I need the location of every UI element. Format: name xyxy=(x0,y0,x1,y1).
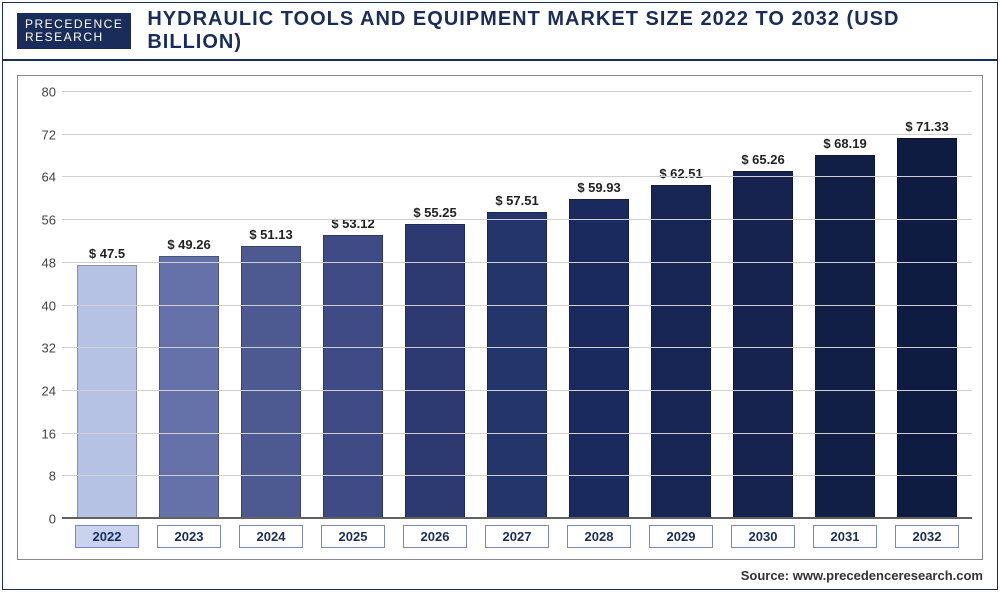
x-label: 2022 xyxy=(66,525,148,553)
bar-value-label: $ 62.51 xyxy=(659,166,702,181)
plot-frame: 0 8 16 24 32 40 48 56 64 72 80 $ 47.5 $ 49.26 $ 51.1… xyxy=(17,75,983,560)
bar-value-label: $ 49.26 xyxy=(167,237,210,252)
y-tick: 64 xyxy=(42,170,56,185)
y-tick: 72 xyxy=(42,127,56,142)
x-label-text: 2029 xyxy=(649,525,713,548)
header: PRECEDENCE RESEARCH HYDRAULIC TOOLS AND … xyxy=(3,3,997,61)
y-tick: 32 xyxy=(42,341,56,356)
x-label-text: 2027 xyxy=(485,525,549,548)
x-axis: 2022 2023 2024 2025 2026 2027 2028 2029 2030 2031… xyxy=(28,519,972,553)
y-tick: 16 xyxy=(42,426,56,441)
chart-container: PRECEDENCE RESEARCH HYDRAULIC TOOLS AND … xyxy=(2,2,998,590)
y-tick: 24 xyxy=(42,383,56,398)
bar-group: $ 47.5 $ 49.26 $ 51.13 $ 53.12 $ 55.25 $ 57.5… xyxy=(62,92,972,519)
x-label-text: 2030 xyxy=(731,525,795,548)
bar-value-label: $ 51.13 xyxy=(249,227,292,242)
x-label: 2032 xyxy=(886,525,968,553)
x-label: 2024 xyxy=(230,525,312,553)
bar-slot: $ 65.26 xyxy=(722,92,804,519)
x-label-text: 2032 xyxy=(895,525,959,548)
gridline xyxy=(62,134,972,135)
gridline xyxy=(62,433,972,434)
y-tick: 8 xyxy=(49,469,56,484)
x-label: 2026 xyxy=(394,525,476,553)
logo: PRECEDENCE RESEARCH xyxy=(17,13,131,49)
y-axis: 08162432404856647280 xyxy=(28,92,62,519)
x-label: 2028 xyxy=(558,525,640,553)
bar-value-label: $ 47.5 xyxy=(89,246,125,261)
gridline xyxy=(62,347,972,348)
x-label-text: 2024 xyxy=(239,525,303,548)
y-tick: 48 xyxy=(42,255,56,270)
bar-slot: $ 71.33 xyxy=(886,92,968,519)
bar xyxy=(651,185,710,519)
bar xyxy=(241,246,300,519)
x-label-text: 2026 xyxy=(403,525,467,548)
x-label-text: 2022 xyxy=(75,525,139,548)
bar xyxy=(487,212,546,519)
x-label: 2023 xyxy=(148,525,230,553)
x-label-text: 2028 xyxy=(567,525,631,548)
gridline xyxy=(62,91,972,92)
x-labels: 2022 2023 2024 2025 2026 2027 2028 2029 2030 2031… xyxy=(62,519,972,553)
bar xyxy=(159,256,218,519)
chart-area: 0 8 16 24 32 40 48 56 64 72 80 $ 47.5 $ 49.26 $ 51.1… xyxy=(3,61,997,564)
bar xyxy=(733,171,792,519)
bar-value-label: $ 68.19 xyxy=(823,136,866,151)
x-label-text: 2023 xyxy=(157,525,221,548)
bar-slot: $ 53.12 xyxy=(312,92,394,519)
bar xyxy=(897,138,956,519)
plot-canvas: $ 47.5 $ 49.26 $ 51.13 $ 53.12 $ 55.25 $ 57.5… xyxy=(62,92,972,519)
x-label: 2031 xyxy=(804,525,886,553)
y-tick: 80 xyxy=(42,85,56,100)
bar-value-label: $ 55.25 xyxy=(413,205,456,220)
bar-value-label: $ 65.26 xyxy=(741,152,784,167)
x-label: 2029 xyxy=(640,525,722,553)
bar xyxy=(569,199,628,519)
chart-title: HYDRAULIC TOOLS AND EQUIPMENT MARKET SIZ… xyxy=(147,8,983,54)
bar-slot: $ 47.5 xyxy=(66,92,148,519)
gridline xyxy=(62,390,972,391)
x-label: 2030 xyxy=(722,525,804,553)
gridline xyxy=(62,262,972,263)
baseline xyxy=(62,517,972,519)
y-tick: 56 xyxy=(42,213,56,228)
logo-line-2: RESEARCH xyxy=(25,31,123,44)
gridline xyxy=(62,305,972,306)
y-tick: 0 xyxy=(49,512,56,527)
bar-slot: $ 68.19 xyxy=(804,92,886,519)
x-label-text: 2031 xyxy=(813,525,877,548)
source-attribution: Source: www.precedenceresearch.com xyxy=(3,564,997,589)
bar-slot: $ 55.25 xyxy=(394,92,476,519)
y-tick: 40 xyxy=(42,298,56,313)
x-label-text: 2025 xyxy=(321,525,385,548)
bar xyxy=(77,265,136,519)
x-label: 2025 xyxy=(312,525,394,553)
bar-slot: $ 49.26 xyxy=(148,92,230,519)
bar-value-label: $ 71.33 xyxy=(905,119,948,134)
bar xyxy=(815,155,874,519)
gridline xyxy=(62,475,972,476)
bar-slot: $ 59.93 xyxy=(558,92,640,519)
bar-slot: $ 57.51 xyxy=(476,92,558,519)
bar-slot: $ 51.13 xyxy=(230,92,312,519)
plot-area: 08162432404856647280 $ 47.5$ 49.26$ 51.1… xyxy=(28,92,972,519)
bar-value-label: $ 57.51 xyxy=(495,193,538,208)
bar-value-label: $ 59.93 xyxy=(577,180,620,195)
bar-slot: $ 62.51 xyxy=(640,92,722,519)
gridline xyxy=(62,176,972,177)
x-label: 2027 xyxy=(476,525,558,553)
gridline xyxy=(62,219,972,220)
bar xyxy=(323,235,382,519)
